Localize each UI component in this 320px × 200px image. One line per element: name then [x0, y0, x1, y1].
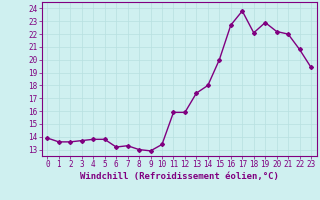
- X-axis label: Windchill (Refroidissement éolien,°C): Windchill (Refroidissement éolien,°C): [80, 172, 279, 181]
